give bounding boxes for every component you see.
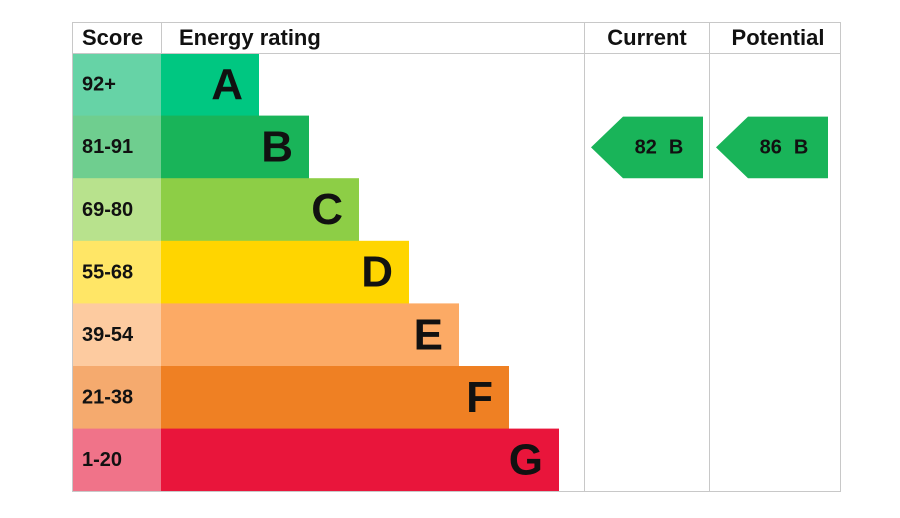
rating-letter: C — [311, 185, 343, 234]
rating-bar — [161, 53, 259, 117]
score-range: 69-80 — [82, 199, 133, 221]
score-cell — [72, 240, 161, 304]
header-current: Current — [607, 25, 687, 50]
score-cell — [72, 303, 161, 367]
table-border — [72, 22, 841, 492]
current-label: 82 B — [635, 137, 684, 159]
rating-letter: E — [414, 310, 443, 359]
score-range: 92+ — [82, 74, 116, 96]
score-cell — [72, 115, 161, 179]
current-value: 82 — [635, 137, 657, 159]
potential-value: 86 — [760, 137, 782, 159]
potential-letter: B — [794, 137, 808, 159]
rating-letter: G — [509, 436, 543, 485]
rating-letter: F — [466, 373, 493, 422]
score-range: 1-20 — [82, 449, 122, 471]
score-cell — [72, 53, 161, 117]
header-potential: Potential — [732, 25, 825, 50]
rating-bar — [161, 428, 559, 492]
score-range: 81-91 — [82, 136, 133, 158]
rating-bar — [161, 178, 359, 242]
table-body: 92+ A 81-91 B 69-80 C 55-68 D 39-54 E 21-38 F 1-20 G 8… — [72, 53, 828, 492]
rating-bar — [161, 240, 409, 304]
rating-letter: D — [361, 248, 393, 297]
score-cell — [72, 178, 161, 242]
potential-arrow — [716, 116, 828, 179]
score-range: 21-38 — [82, 387, 133, 409]
score-range: 39-54 — [82, 324, 134, 346]
rating-bar — [161, 366, 509, 430]
score-cell — [72, 366, 161, 430]
current-arrow — [591, 116, 703, 179]
rating-bar — [161, 115, 309, 179]
rating-bar — [161, 303, 459, 367]
header-energy-rating: Energy rating — [179, 25, 321, 50]
current-letter: B — [669, 137, 683, 159]
potential-label: 86 B — [760, 137, 809, 159]
score-cell — [72, 428, 161, 492]
rating-letter: A — [211, 60, 243, 109]
score-range: 55-68 — [82, 261, 133, 283]
rating-letter: B — [261, 123, 293, 172]
header-score: Score — [82, 25, 143, 50]
